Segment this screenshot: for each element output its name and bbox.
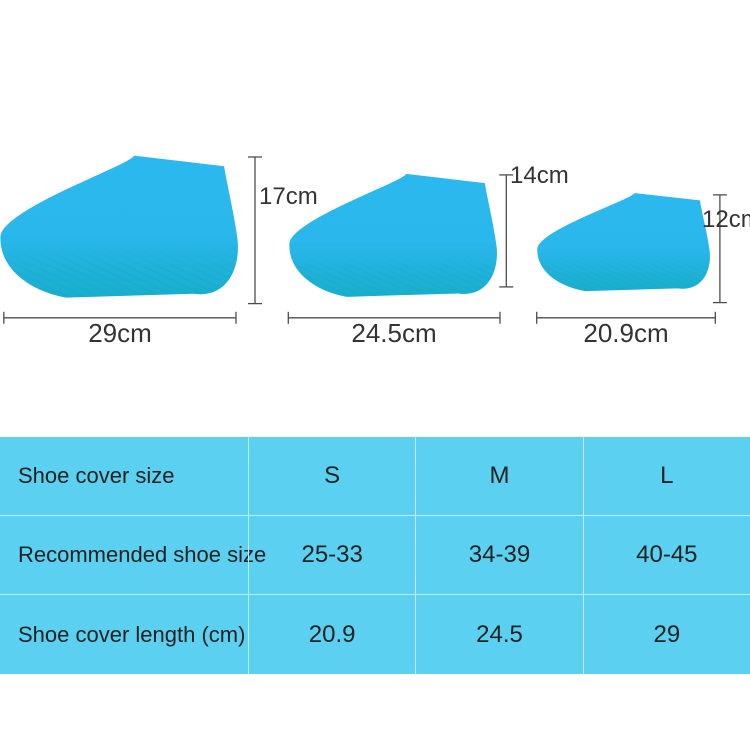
svg-text:24.5cm: 24.5cm [351, 318, 436, 348]
svg-text:12cm: 12cm [702, 206, 750, 233]
svg-text:17cm: 17cm [259, 183, 318, 210]
svg-text:29cm: 29cm [88, 318, 152, 348]
svg-text:20.9cm: 20.9cm [583, 318, 668, 348]
svg-text:14cm: 14cm [510, 162, 569, 189]
